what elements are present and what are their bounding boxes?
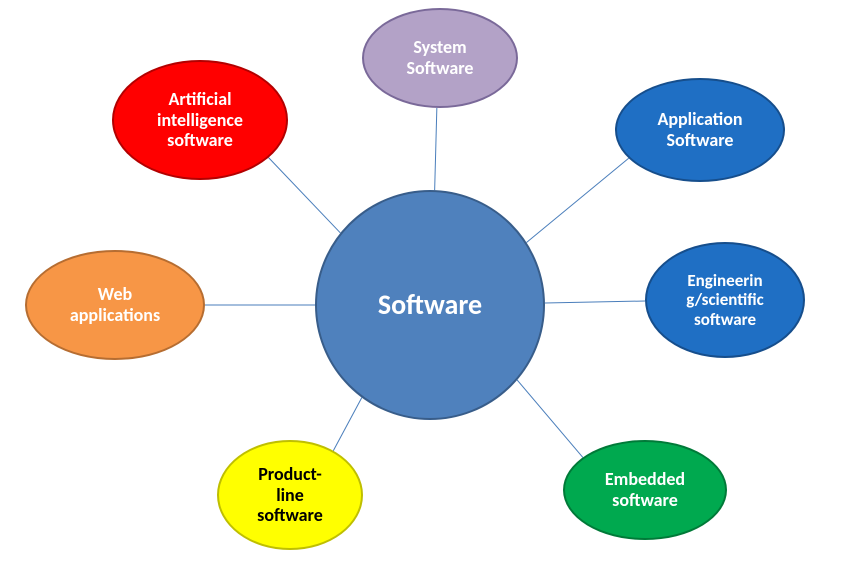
center-node: Software [315, 190, 545, 420]
edge-center-system [435, 108, 437, 190]
edge-center-embedded [517, 380, 583, 457]
node-engineering: Engineerin g/scientific software [645, 242, 805, 358]
node-embedded: Embedded software [563, 440, 727, 540]
node-engineering-label: Engineerin g/scientific software [686, 271, 764, 330]
node-embedded-label: Embedded software [605, 469, 685, 510]
node-system-label: System Software [407, 37, 474, 78]
node-productline: Product- line software [217, 440, 363, 550]
diagram-stage: Software System Software Application Softw… [0, 0, 851, 571]
node-ai-label: Artificial intelligence software [157, 89, 243, 151]
node-application-label: Application Software [657, 109, 742, 150]
center-node-label: Software [378, 289, 482, 321]
edge-center-application [527, 158, 629, 242]
edge-center-engineering [545, 301, 645, 303]
node-ai: Artificial intelligence software [112, 60, 288, 180]
node-application: Application Software [615, 78, 785, 182]
node-system: System Software [362, 8, 518, 108]
node-productline-label: Product- line software [257, 464, 323, 526]
edge-center-productline [333, 398, 361, 451]
edge-center-ai [269, 158, 341, 233]
node-web-label: Web applications [70, 284, 160, 325]
node-web: Web applications [25, 250, 205, 360]
